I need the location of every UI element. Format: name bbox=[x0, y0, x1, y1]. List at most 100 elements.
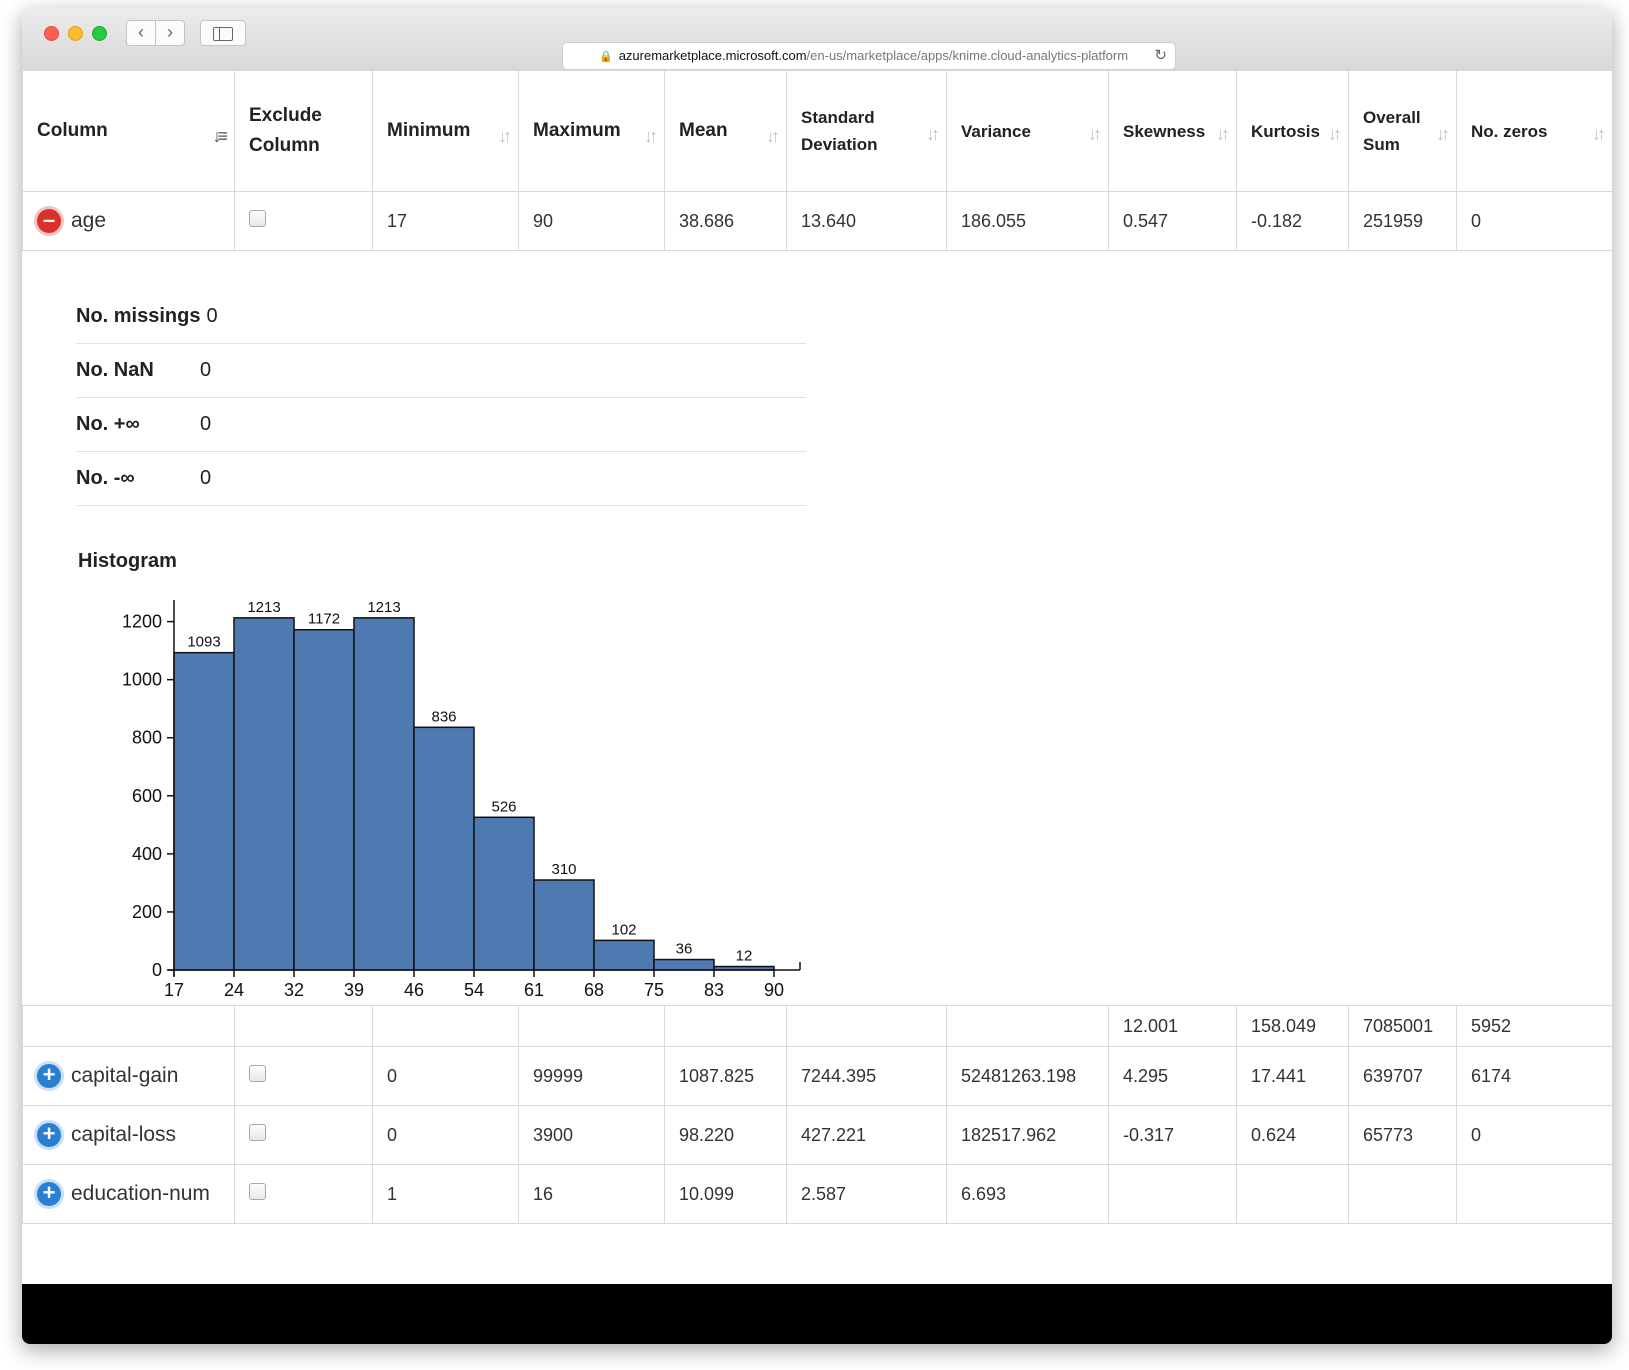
cell-variance: 52481263.198 bbox=[946, 1046, 1109, 1106]
sort-ascending-icon[interactable]: ↓≡ bbox=[212, 126, 227, 146]
cell-std bbox=[786, 1005, 947, 1047]
header-zeros-label: No. zeros bbox=[1471, 121, 1548, 141]
header-column[interactable]: Column ↓≡ bbox=[22, 70, 235, 192]
histogram-bar bbox=[653, 958, 715, 971]
x-tick-label: 17 bbox=[164, 980, 184, 1000]
header-maximum[interactable]: Maximum ↓↑ bbox=[518, 70, 665, 192]
column-name: capital-loss bbox=[71, 1123, 177, 1146]
cell-skewness: 4.295 bbox=[1108, 1046, 1237, 1106]
forward-button[interactable]: › bbox=[155, 20, 185, 46]
back-button[interactable]: ‹ bbox=[126, 20, 156, 46]
header-variance[interactable]: Variance ↓↑ bbox=[946, 70, 1109, 192]
sidebar-toggle-button[interactable] bbox=[200, 20, 246, 46]
neginf-row: No. -∞ 0 bbox=[76, 452, 806, 506]
sort-icon[interactable]: ↓↑ bbox=[1436, 124, 1450, 144]
statistics-view: Column ↓≡ Exclude Column Minimum ↓↑ Maximu… bbox=[22, 70, 1612, 1344]
sort-icon[interactable]: ↓↑ bbox=[1216, 124, 1230, 144]
sort-icon[interactable]: ↓↑ bbox=[766, 126, 780, 146]
collapse-minus-icon[interactable]: – bbox=[37, 209, 61, 233]
cell-zeros: 0 bbox=[1456, 1105, 1612, 1165]
header-variance-label: Variance bbox=[961, 121, 1031, 141]
x-tick-label: 32 bbox=[284, 980, 304, 1000]
table-row-expanded: – age 17 90 38.686 13.640 186.055 0.547 -… bbox=[22, 191, 1612, 251]
sort-icon[interactable]: ↓↑ bbox=[926, 124, 940, 144]
cell-minimum: 0 bbox=[372, 1105, 519, 1165]
sort-icon[interactable]: ↓↑ bbox=[1592, 124, 1606, 144]
cell-column bbox=[22, 1005, 235, 1047]
x-tick-label: 46 bbox=[404, 980, 424, 1000]
expand-plus-icon[interactable]: + bbox=[37, 1123, 61, 1147]
cell-kurtosis: 17.441 bbox=[1236, 1046, 1349, 1106]
y-tick-label: 200 bbox=[132, 902, 162, 922]
cell-mean: 38.686 bbox=[664, 191, 787, 251]
bar-value-label: 102 bbox=[611, 921, 636, 938]
expand-plus-icon[interactable]: + bbox=[37, 1182, 61, 1206]
bottom-black-bar bbox=[22, 1284, 1612, 1344]
cell-exclude bbox=[234, 1164, 373, 1224]
exclude-checkbox[interactable] bbox=[249, 1124, 266, 1141]
cell-column: + capital-gain bbox=[22, 1046, 235, 1106]
cell-exclude bbox=[234, 1105, 373, 1165]
close-window-button[interactable] bbox=[44, 26, 59, 41]
cell-variance: 182517.962 bbox=[946, 1105, 1109, 1165]
x-tick-label: 24 bbox=[224, 980, 244, 1000]
address-bar[interactable]: 🔒 azuremarketplace.microsoft.com/en-us/ma… bbox=[562, 42, 1176, 70]
cell-kurtosis: 0.624 bbox=[1236, 1105, 1349, 1165]
exclude-checkbox[interactable] bbox=[249, 1065, 266, 1082]
posinf-value: 0 bbox=[200, 413, 212, 435]
cell-variance: 6.693 bbox=[946, 1164, 1109, 1224]
cell-mean: 98.220 bbox=[664, 1105, 787, 1165]
header-column-label: Column bbox=[37, 120, 108, 141]
cell-skewness: -0.317 bbox=[1108, 1105, 1237, 1165]
sort-icon[interactable]: ↓↑ bbox=[1328, 124, 1342, 144]
zoom-window-button[interactable] bbox=[92, 26, 107, 41]
bar-value-label: 36 bbox=[676, 941, 693, 958]
header-minimum[interactable]: Minimum ↓↑ bbox=[372, 70, 519, 192]
cell-kurtosis: 158.049 bbox=[1236, 1005, 1349, 1047]
histogram-bar bbox=[533, 879, 595, 971]
column-name: age bbox=[71, 209, 107, 232]
table-row: + capital-gain 0 99999 1087.825 7244.395 … bbox=[22, 1046, 1612, 1106]
header-std[interactable]: Standard Deviation ↓↑ bbox=[786, 70, 947, 192]
bar-value-label: 1172 bbox=[308, 611, 340, 628]
sort-icon[interactable]: ↓↑ bbox=[498, 126, 512, 146]
bar-value-label: 310 bbox=[551, 861, 576, 878]
cell-std: 7244.395 bbox=[786, 1046, 947, 1106]
header-minimum-label: Minimum bbox=[387, 120, 471, 141]
table-row: + capital-loss 0 3900 98.220 427.221 1825… bbox=[22, 1105, 1612, 1165]
cell-exclude bbox=[234, 1046, 373, 1106]
cell-maximum: 90 bbox=[518, 191, 665, 251]
header-kurtosis[interactable]: Kurtosis ↓↑ bbox=[1236, 70, 1349, 192]
cell-skewness bbox=[1108, 1164, 1237, 1224]
expand-plus-icon[interactable]: + bbox=[37, 1064, 61, 1088]
cell-std: 13.640 bbox=[786, 191, 947, 251]
missings-row: No. missings 0 bbox=[76, 290, 806, 344]
header-zeros[interactable]: No. zeros ↓↑ bbox=[1456, 70, 1612, 192]
histogram-bar bbox=[413, 726, 475, 971]
histogram-bar bbox=[353, 617, 415, 971]
cell-sum: 251959 bbox=[1348, 191, 1457, 251]
sort-icon[interactable]: ↓↑ bbox=[1088, 124, 1102, 144]
cell-column: + education-num bbox=[22, 1164, 235, 1224]
header-sum[interactable]: Overall Sum ↓↑ bbox=[1348, 70, 1457, 192]
table-row: + education-num 1 16 10.099 2.587 6.693 bbox=[22, 1164, 1612, 1224]
statistics-table-lower: 12.001 158.049 7085001 5952 + capital-gai… bbox=[22, 1005, 1612, 1224]
x-tick-label: 39 bbox=[344, 980, 364, 1000]
cell-minimum: 1 bbox=[372, 1164, 519, 1224]
cell-zeros: 0 bbox=[1456, 191, 1612, 251]
x-tick-label: 68 bbox=[584, 980, 604, 1000]
cell-std: 427.221 bbox=[786, 1105, 947, 1165]
reload-icon[interactable]: ↻ bbox=[1154, 47, 1167, 64]
histogram-bar bbox=[173, 651, 235, 971]
header-skewness[interactable]: Skewness ↓↑ bbox=[1108, 70, 1237, 192]
table-row: 12.001 158.049 7085001 5952 bbox=[22, 1005, 1612, 1047]
histogram-title: Histogram bbox=[78, 550, 177, 572]
sort-icon[interactable]: ↓↑ bbox=[644, 126, 658, 146]
cell-sum: 7085001 bbox=[1348, 1005, 1457, 1047]
exclude-checkbox[interactable] bbox=[249, 210, 266, 227]
header-mean[interactable]: Mean ↓↑ bbox=[664, 70, 787, 192]
cell-skewness: 12.001 bbox=[1108, 1005, 1237, 1047]
cell-zeros: 5952 bbox=[1456, 1005, 1612, 1047]
exclude-checkbox[interactable] bbox=[249, 1183, 266, 1200]
minimize-window-button[interactable] bbox=[68, 26, 83, 41]
